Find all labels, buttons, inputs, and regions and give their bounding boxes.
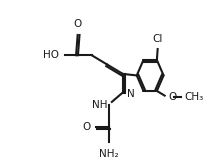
- Text: CH₃: CH₃: [185, 92, 204, 102]
- Text: HO: HO: [43, 50, 59, 60]
- Text: N: N: [127, 89, 134, 99]
- Text: O: O: [83, 122, 91, 132]
- Text: NH: NH: [92, 100, 107, 110]
- Text: NH₂: NH₂: [99, 148, 118, 159]
- Text: O: O: [168, 92, 177, 102]
- Text: O: O: [74, 19, 82, 29]
- Text: Cl: Cl: [152, 34, 163, 44]
